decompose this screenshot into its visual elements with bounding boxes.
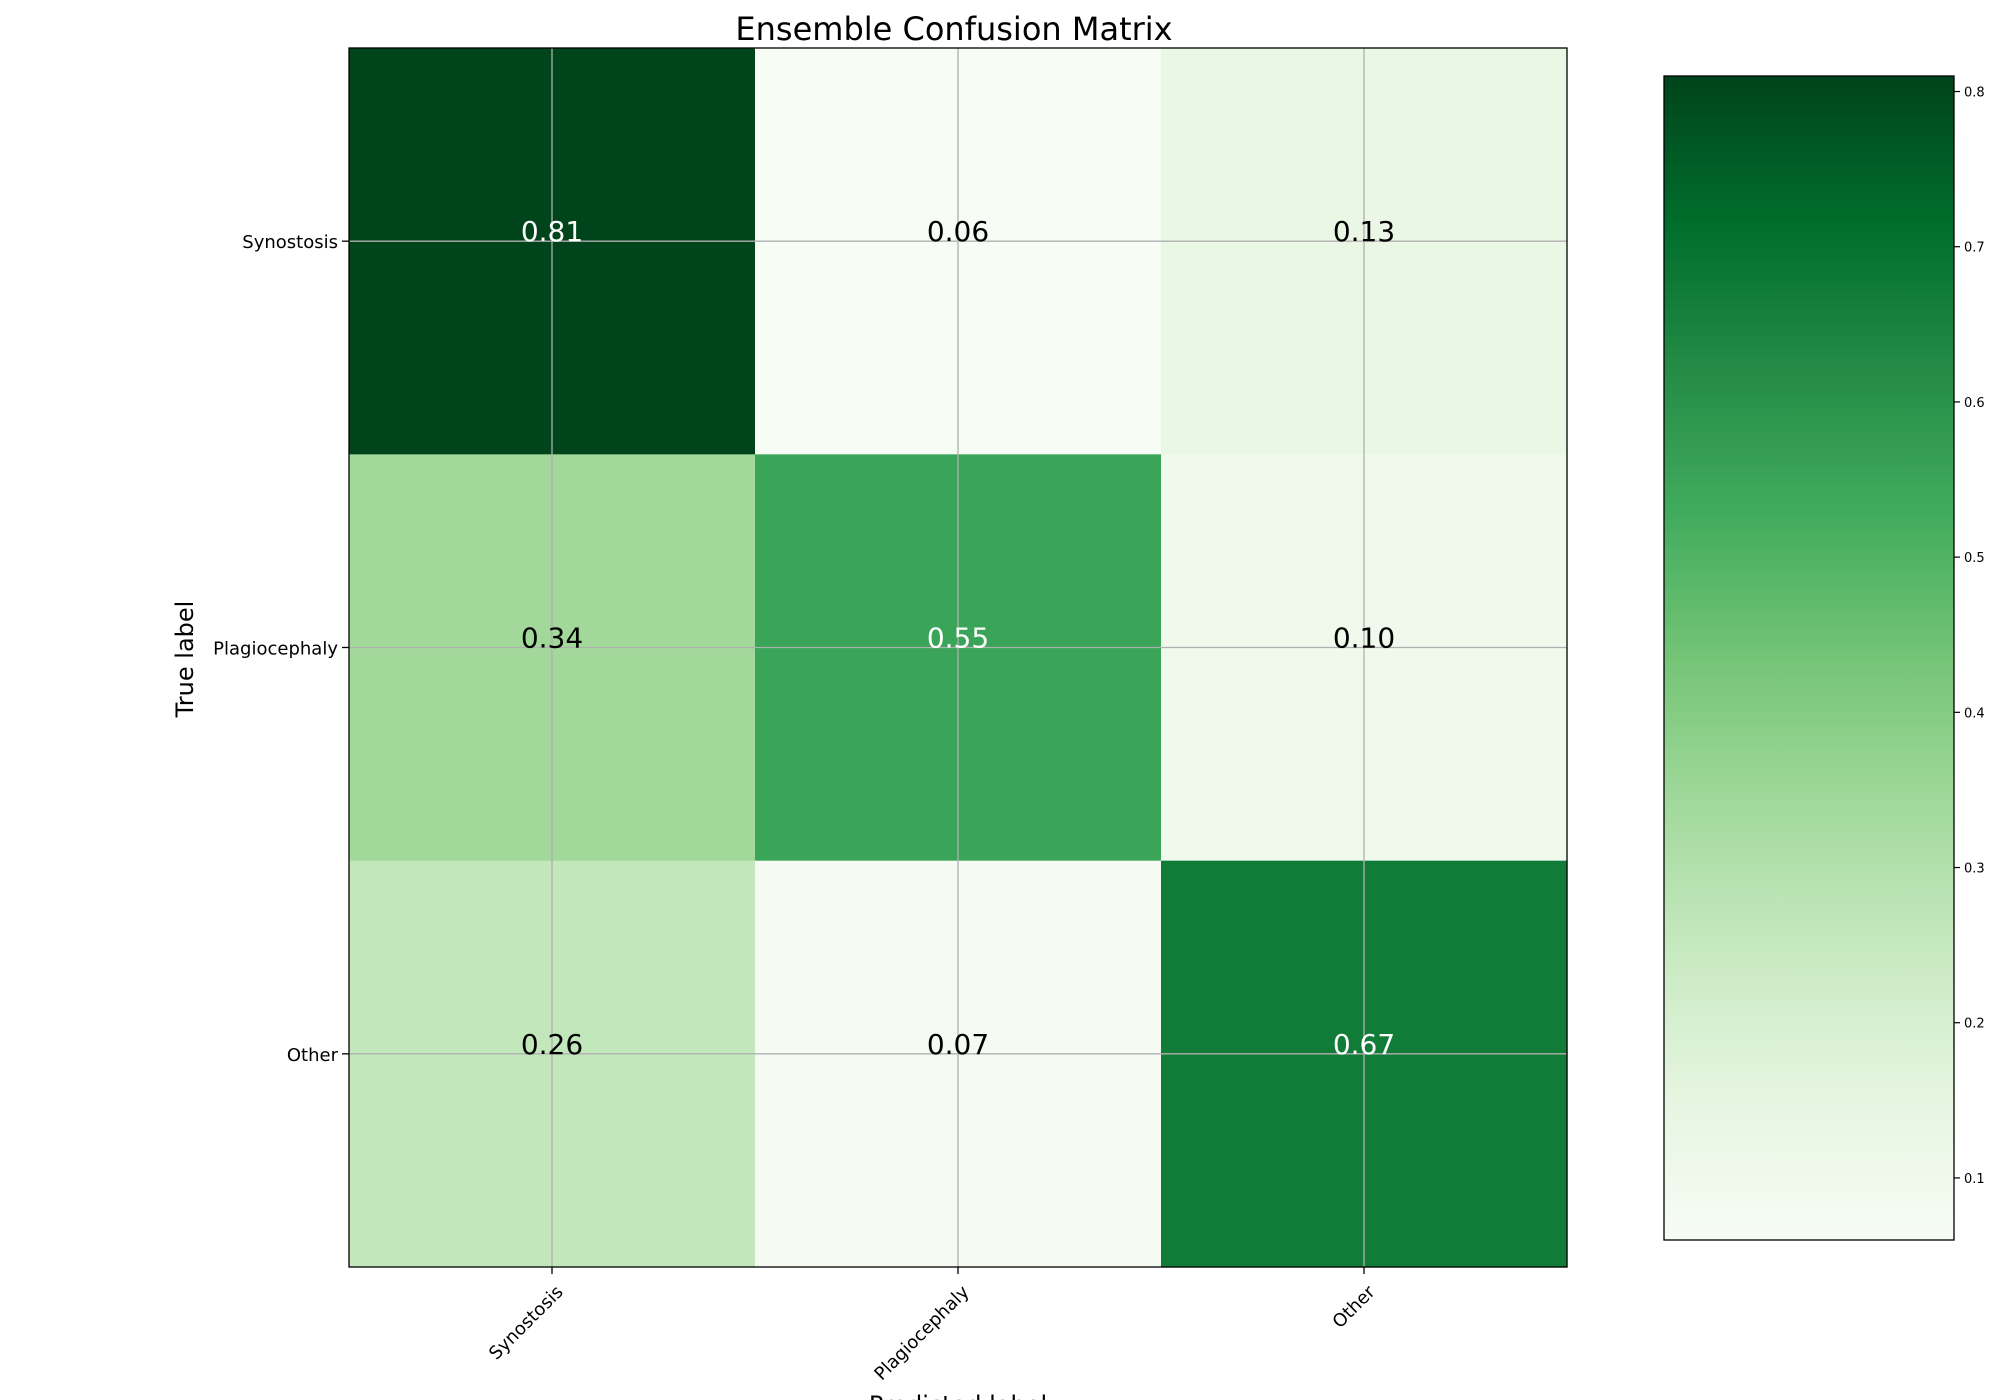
colorbar-tick-label: 0.6 [1964, 396, 1985, 411]
colorbar-tick-label: 0.4 [1964, 706, 1985, 721]
cell-value-label: 0.07 [927, 1028, 989, 1061]
cell-value-label: 0.55 [927, 622, 989, 655]
y-tick-label: Synostosis [242, 232, 338, 253]
y-axis-ticks: Synostosis Plagiocephaly Other [213, 232, 349, 1066]
colorbar-tick-label: 0.7 [1964, 241, 1985, 256]
colorbar-tick-label: 0.8 [1964, 86, 1985, 101]
x-axis-label: Predicted label [869, 1391, 1047, 1400]
y-tick-label: Plagiocephaly [213, 639, 338, 660]
colorbar-tick-label: 0.2 [1964, 1017, 1985, 1032]
x-tick-label: Plagiocephaly [870, 1281, 973, 1384]
cell-value-label: 0.67 [1333, 1028, 1395, 1061]
chart-title: Ensemble Confusion Matrix [735, 10, 1172, 48]
y-tick-label: Other [287, 1045, 339, 1066]
x-tick-label: Other [1329, 1281, 1380, 1332]
colorbar-tick-label: 0.3 [1964, 862, 1985, 877]
cell-value-label: 0.34 [521, 622, 583, 655]
cell-value-label: 0.13 [1333, 215, 1395, 248]
grid-lines [349, 48, 1567, 1267]
colorbar-tick-label: 0.1 [1964, 1172, 1985, 1187]
cell-value-label: 0.26 [521, 1028, 583, 1061]
colorbar [1663, 75, 1955, 1241]
y-axis-label: True label [171, 601, 199, 719]
x-tick-label: Synostosis [485, 1282, 568, 1365]
colorbar-ticks: 0.1 0.2 0.3 0.4 0.5 0.6 0.7 0.8 [1954, 86, 1985, 1187]
cell-value-label: 0.10 [1333, 622, 1395, 655]
colorbar-tick-label: 0.5 [1964, 551, 1985, 566]
cell-value-label: 0.06 [927, 215, 989, 248]
cell-value-labels: 0.81 0.06 0.13 0.34 0.55 0.10 0.26 0.07 0.67 [521, 215, 1395, 1061]
cell-value-label: 0.81 [521, 215, 583, 248]
x-axis-ticks: Synostosis Plagiocephaly Other [485, 1267, 1380, 1385]
